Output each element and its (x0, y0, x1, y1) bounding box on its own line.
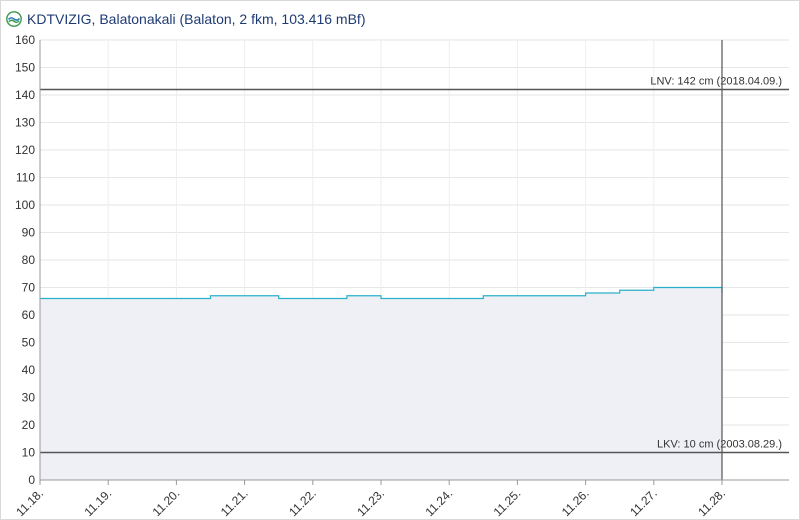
x-tick-label: 11.20. (150, 486, 183, 519)
y-tick-label: 40 (22, 363, 36, 377)
x-tick-label: 11.28. (695, 486, 728, 519)
y-tick-label: 60 (22, 308, 36, 322)
y-tick-label: 90 (22, 226, 36, 240)
y-tick-label: 150 (15, 61, 35, 75)
y-tick-label: 0 (28, 473, 35, 487)
y-tick-label: 20 (22, 418, 36, 432)
y-tick-label: 50 (22, 336, 36, 350)
y-tick-label: 70 (22, 281, 36, 295)
reference-lines: LNV: 142 cm (2018.04.09.) LKV: 10 cm (200… (40, 40, 789, 480)
y-tick-label: 10 (22, 446, 36, 460)
y-tick-labels: 0 10 20 30 40 50 60 70 80 90 100 110 120 130 140 150 160 (15, 33, 35, 487)
y-tick-label: 130 (15, 116, 35, 130)
y-tick-label: 120 (15, 143, 35, 157)
y-tick-label: 80 (22, 253, 36, 267)
reference-line-label: LKV: 10 cm (2003.08.29.) (657, 439, 782, 451)
series-line (40, 286, 723, 300)
chart-header: KDTVIZIG, Balatonakali (Balaton, 2 fkm, … (6, 8, 365, 30)
x-tick-label: 11.26. (559, 486, 592, 519)
x-tick-label: 11.22. (286, 486, 319, 519)
y-tick-label: 100 (15, 198, 35, 212)
x-tick-label: 11.18. (13, 486, 46, 519)
axes (39, 40, 789, 485)
kdtvizig-logo-icon (6, 11, 22, 27)
y-tick-label: 30 (22, 391, 36, 405)
y-tick-label: 110 (16, 171, 35, 185)
x-tick-label: 11.21. (218, 486, 251, 519)
series-fill (40, 287, 722, 480)
x-tick-label: 11.25. (491, 486, 524, 519)
x-tick-label: 11.19. (81, 486, 114, 519)
x-tick-labels: 11.18. 11.19. 11.20. 11.21. 11.22. 11.23. 11.2… (13, 486, 728, 519)
y-tick-label: 160 (15, 33, 35, 47)
x-tick-label: 11.23. (354, 486, 387, 519)
x-tick-label: 11.24. (422, 486, 455, 519)
y-tick-label: 140 (15, 88, 35, 102)
chart-title: KDTVIZIG, Balatonakali (Balaton, 2 fkm, … (27, 11, 366, 27)
reference-line-label: LNV: 142 cm (2018.04.09.) (650, 76, 782, 88)
x-tick-label: 11.27. (627, 486, 660, 519)
series-area (40, 286, 723, 480)
